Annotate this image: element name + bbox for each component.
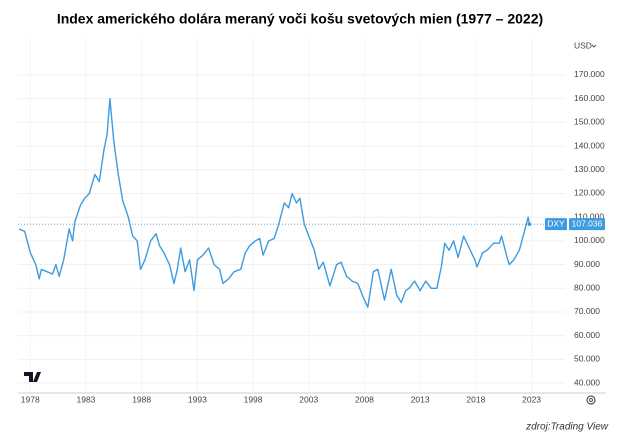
last-price-box	[569, 218, 605, 231]
currency-label[interactable]: USD	[574, 40, 592, 50]
x-tick-label: 1983	[76, 394, 95, 404]
y-tick-label: 70.000	[574, 306, 600, 316]
x-tick-label: 1993	[188, 394, 207, 404]
x-tick-label: 1998	[244, 394, 263, 404]
chart-title: Index amerického dolára meraný voči košu…	[57, 11, 543, 27]
y-tick-label: 130.000	[574, 164, 605, 174]
source-note: zdroj:Trading View	[525, 422, 609, 433]
y-tick-label: 80.000	[574, 283, 600, 293]
y-tick-label: 40.000	[574, 377, 600, 387]
x-tick-label: 2003	[299, 394, 318, 404]
currency-chevron[interactable]	[591, 44, 597, 48]
y-tick-label: 120.000	[574, 188, 605, 198]
x-tick-label: 2018	[466, 394, 485, 404]
y-tick-label: 140.000	[574, 140, 605, 150]
series-tag-box	[545, 218, 567, 231]
y-tick-label: 160.000	[574, 93, 605, 103]
y-tick-label: 90.000	[574, 259, 600, 269]
y-tick-label: 100.000	[574, 235, 605, 245]
x-tick-label: 2008	[355, 394, 374, 404]
y-tick-label: 60.000	[574, 330, 600, 340]
price-line	[18, 98, 531, 308]
last-point	[527, 222, 532, 226]
y-tick-label: 110.000	[574, 211, 604, 221]
x-tick-label: 1988	[132, 394, 151, 404]
last-price-label: 107.036	[572, 218, 603, 228]
settings-icon[interactable]	[586, 395, 596, 405]
x-tick-label: 2013	[411, 394, 430, 404]
y-tick-label: 150.000	[574, 117, 605, 127]
x-tick-label: 1978	[21, 394, 40, 404]
y-tick-label: 170.000	[574, 69, 605, 79]
tv-logo	[24, 372, 41, 382]
x-tick-label: 2023	[522, 394, 541, 404]
series-tag: DXY	[547, 218, 565, 228]
y-tick-label: 50.000	[574, 354, 600, 364]
